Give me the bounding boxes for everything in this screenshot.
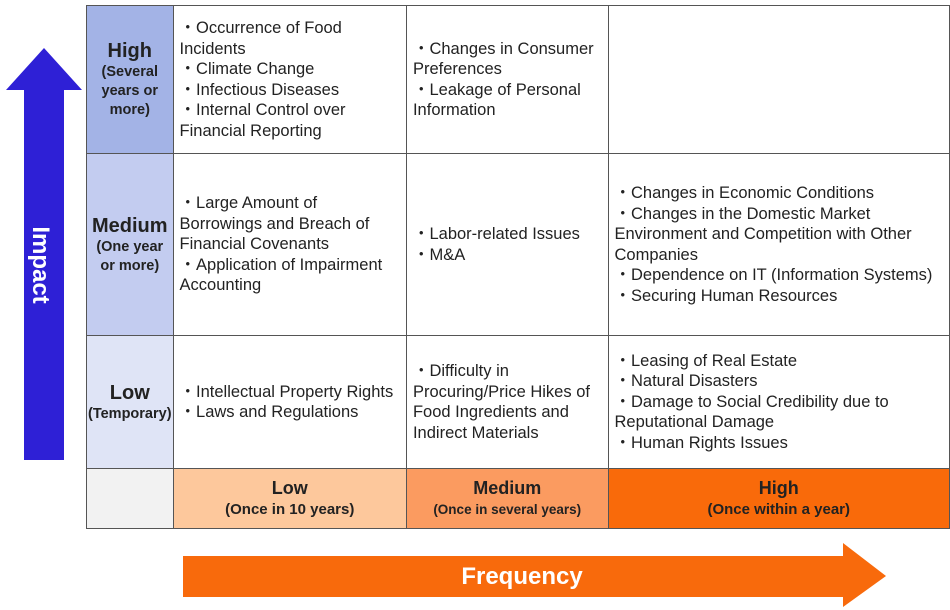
risk-item: ・Labor-related Issues [412,225,580,243]
matrix-cell: ・Labor-related Issues ・M&A [405,153,609,336]
column-note: (Once in 10 years) [225,501,355,518]
column-header: High (Once within a year) [607,468,950,529]
matrix-row: High (Several years or more) ・Occurrence o… [86,5,950,154]
x-axis-label: Frequency [461,563,583,590]
risk-item: ・Leakage of Personal Information [412,80,581,120]
matrix-cell: ・Intellectual Property Rights ・Laws and R… [172,335,407,469]
column-level: High [758,478,799,498]
frequency-arrow [183,543,886,607]
matrix-row: Low (Temporary) ・Intellectual Property Rig… [86,335,950,469]
matrix-cell: ・Changes in Economic Conditions ・Changes … [607,153,950,336]
matrix-cell: ・Occurrence of Food Incidents ・Climate Ch… [172,5,407,154]
risk-item: ・Climate Change [179,60,315,78]
row-note: (Several years or more) [101,64,158,118]
matrix-cell: ・Leasing of Real Estate ・Natural Disaster… [607,335,950,469]
column-level: Medium [473,478,542,498]
row-note: (One year or more) [96,238,164,274]
risk-item: ・Natural Disasters [614,372,758,391]
risk-item: ・Laws and Regulations [179,403,359,421]
corner-cell [86,468,174,529]
risk-item: ・Infectious Diseases [179,80,340,99]
matrix-cell: ・Changes in Consumer Preferences ・Leakage… [405,5,609,154]
risk-item: ・Securing Human Resources [614,286,838,305]
risk-matrix: High (Several years or more) ・Occurrence o… [86,5,950,529]
row-header: High (Several years or more) [86,5,174,154]
risk-item: ・Intellectual Property Rights [179,382,394,401]
risk-item: ・Changes in Consumer Preferences [412,39,594,79]
risk-item: ・Changes in Economic Conditions [614,184,875,202]
matrix-cell [607,5,950,154]
risk-item: ・Dependence on IT (Information Systems) [614,266,933,284]
row-level: Medium [91,214,168,237]
matrix-row: Medium (One year or more) ・Large Amount of… [86,153,950,336]
column-level: Low [271,478,308,498]
column-note: (Once within a year) [707,501,851,518]
impact-arrow [6,48,82,460]
risk-item: ・Application of Impairment Accounting [179,255,383,295]
column-header: Medium (Once in several years) [405,468,609,529]
row-note: (Temporary) [88,405,172,422]
risk-item: ・Large Amount of Borrowings and Breach o… [179,194,370,254]
matrix-cell: ・Large Amount of Borrowings and Breach o… [172,153,407,336]
column-header: Low (Once in 10 years) [172,468,407,529]
y-axis-label: Impact [27,226,54,304]
risk-item: ・Difficulty in Procuring/Price Hikes of … [412,362,590,442]
column-header-row: Low (Once in 10 years) Medium (Once in seve… [86,468,950,529]
row-level: High [107,40,152,62]
row-header: Medium (One year or more) [86,153,174,336]
risk-item: ・Occurrence of Food Incidents [179,19,342,58]
risk-item: ・Damage to Social Credibility due to Rep… [614,392,889,432]
column-note: (Once in several years) [433,502,582,517]
row-level: Low [109,381,150,404]
risk-item: ・Internal Control over Financial Reporti… [179,101,346,140]
risk-item: ・Human Rights Issues [614,433,788,452]
risk-item: ・Changes in the Domestic Market Environm… [614,204,912,264]
risk-item: ・M&A [412,245,466,264]
matrix-cell: ・Difficulty in Procuring/Price Hikes of … [405,335,609,469]
risk-item: ・Leasing of Real Estate [614,351,798,370]
row-header: Low (Temporary) [86,335,174,469]
